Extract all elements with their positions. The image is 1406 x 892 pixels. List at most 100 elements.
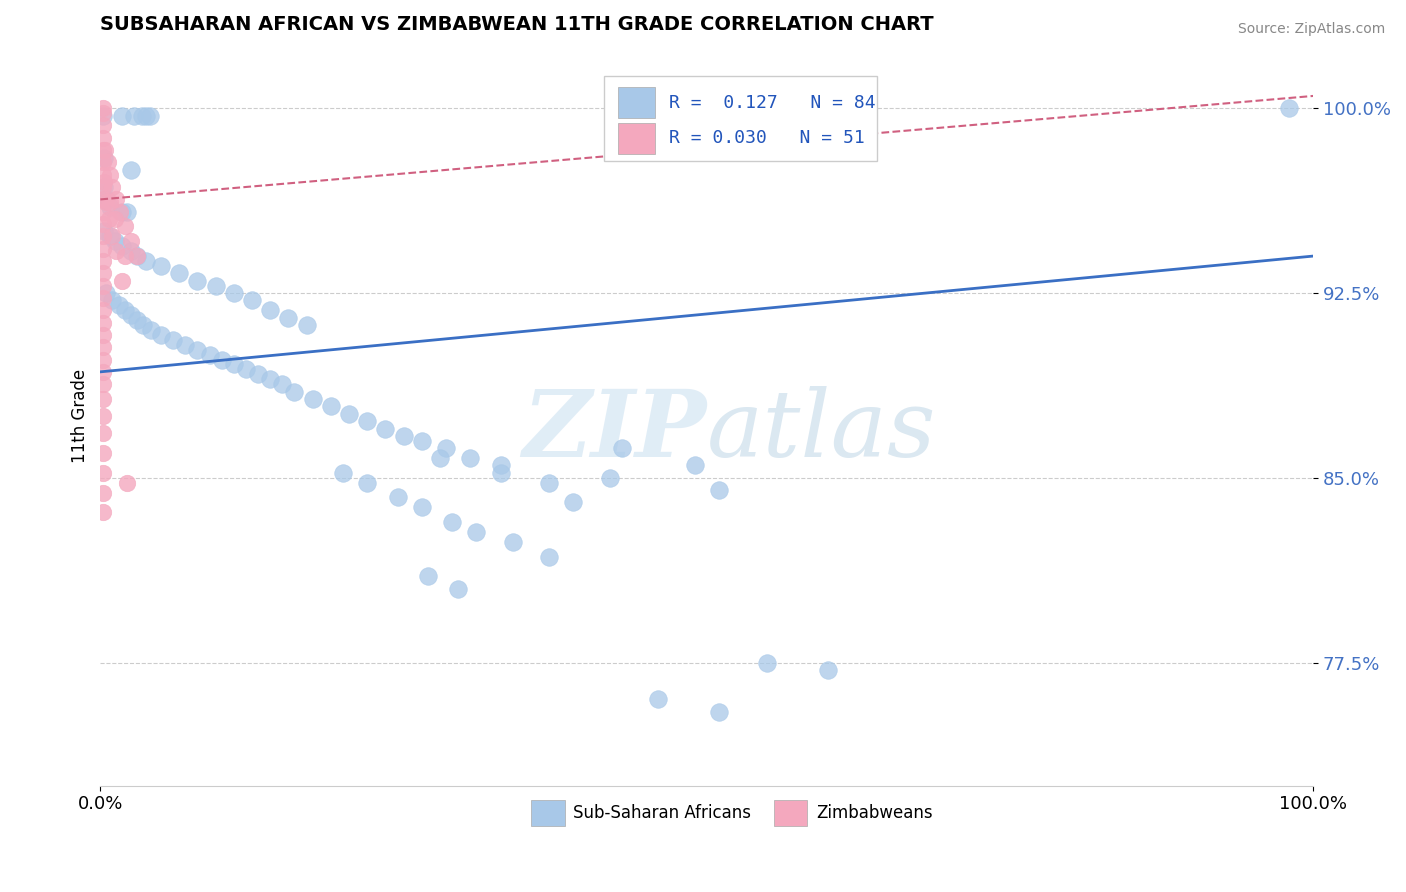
Point: [91, 303, 114, 318]
Point: [91, 377, 114, 392]
Point: [502, 534, 524, 549]
Point: [186, 343, 208, 357]
Point: [259, 303, 281, 318]
Point: [150, 327, 173, 342]
Point: [111, 109, 134, 123]
Point: [707, 483, 730, 497]
Point: [107, 298, 129, 312]
Point: [392, 429, 415, 443]
Point: [441, 515, 464, 529]
Point: [115, 475, 138, 490]
Point: [114, 219, 136, 234]
Point: [91, 204, 114, 219]
Point: [132, 318, 155, 332]
Point: [125, 313, 148, 327]
Point: [94, 143, 117, 157]
Text: Source: ZipAtlas.com: Source: ZipAtlas.com: [1237, 22, 1385, 37]
Point: [91, 316, 114, 330]
Point: [91, 426, 114, 441]
Bar: [531, 800, 565, 826]
Point: [93, 151, 115, 165]
Point: [101, 180, 124, 194]
Point: [240, 293, 263, 308]
Point: [458, 451, 481, 466]
Text: SUBSAHARAN AFRICAN VS ZIMBABWEAN 11TH GRADE CORRELATION CHART: SUBSAHARAN AFRICAN VS ZIMBABWEAN 11TH GR…: [100, 15, 934, 34]
Point: [817, 663, 839, 677]
Point: [93, 224, 115, 238]
Point: [538, 475, 561, 490]
Point: [111, 204, 134, 219]
Point: [104, 234, 127, 248]
Y-axis label: 11th Grade: 11th Grade: [72, 369, 89, 463]
Point: [120, 162, 142, 177]
Point: [91, 409, 114, 424]
Point: [562, 495, 585, 509]
Point: [91, 485, 114, 500]
Point: [135, 254, 157, 268]
Point: [283, 384, 305, 399]
Bar: [773, 800, 807, 826]
Point: [104, 212, 127, 227]
Text: ZIP: ZIP: [523, 386, 707, 476]
Bar: [603, 76, 876, 161]
Point: [647, 692, 669, 706]
Point: [91, 340, 114, 354]
Point: [105, 193, 128, 207]
Point: [96, 285, 118, 300]
Point: [411, 500, 433, 515]
Point: [319, 400, 342, 414]
Point: [97, 155, 120, 169]
Point: [139, 109, 162, 123]
Point: [114, 249, 136, 263]
Point: [91, 254, 114, 268]
Point: [91, 327, 114, 342]
Point: [211, 352, 233, 367]
Point: [108, 204, 131, 219]
Point: [125, 249, 148, 263]
Point: [356, 475, 378, 490]
Point: [150, 259, 173, 273]
Point: [301, 392, 323, 406]
Point: [93, 180, 115, 194]
Point: [610, 441, 633, 455]
Point: [98, 200, 121, 214]
Point: [295, 318, 318, 332]
Point: [114, 303, 136, 318]
Point: [91, 278, 114, 293]
Point: [120, 308, 142, 322]
Point: [111, 239, 134, 253]
Bar: [619, 123, 655, 153]
Point: [91, 217, 114, 231]
Point: [91, 242, 114, 256]
Point: [374, 421, 396, 435]
Point: [167, 266, 190, 280]
Point: [91, 352, 114, 367]
Point: [125, 249, 148, 263]
Point: [204, 278, 226, 293]
Point: [337, 407, 360, 421]
Point: [101, 293, 124, 308]
Text: Sub-Saharan Africans: Sub-Saharan Africans: [574, 805, 751, 822]
Point: [332, 466, 354, 480]
Point: [1278, 101, 1301, 115]
Point: [91, 131, 114, 145]
Point: [434, 441, 457, 455]
Point: [162, 333, 184, 347]
Point: [120, 234, 142, 248]
Text: R = 0.030   N = 51: R = 0.030 N = 51: [669, 129, 865, 147]
Point: [135, 109, 157, 123]
Point: [91, 392, 114, 406]
Point: [599, 471, 621, 485]
Point: [756, 656, 779, 670]
Point: [91, 446, 114, 460]
Point: [124, 109, 146, 123]
Point: [416, 569, 439, 583]
Bar: [619, 87, 655, 119]
Point: [707, 705, 730, 719]
Point: [259, 372, 281, 386]
Point: [96, 193, 118, 207]
Point: [105, 244, 128, 259]
Point: [93, 175, 115, 189]
Point: [115, 204, 138, 219]
Point: [91, 180, 114, 194]
